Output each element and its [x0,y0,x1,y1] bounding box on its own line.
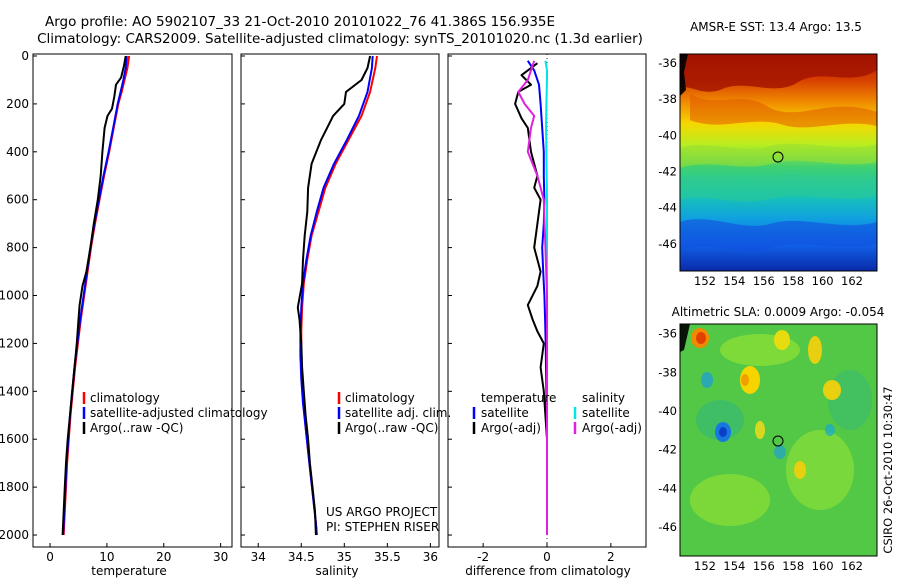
sst-map-x-tick-label: 162 [841,274,863,288]
depth-y-tick-label: 400 [6,145,29,159]
salinity-x-tick-label: 34 [251,550,266,564]
difference-series-temperature-argo-adj [514,62,548,535]
temperature-series-argo-raw-qc [61,55,127,536]
salinity-axis-label: salinity [315,564,358,578]
temperature-x-tick-label: 10 [99,550,114,564]
depth-y-tick-label: 1200 [0,336,29,350]
salinity-x-tick-label: 35 [337,550,352,564]
sst-map-y-tick-label: -36 [658,56,677,70]
sst-map-y-tick-label: -40 [658,128,677,142]
sst-map-frame [679,53,878,272]
sst-map-y-tick-label: -42 [658,165,677,179]
salinity-series-satellite-adj-clim [299,55,374,536]
depth-y-tick-label: 200 [6,97,29,111]
legend-label-argo: Argo(..raw -QC) [345,421,438,435]
sst-map-image [680,54,877,271]
project-credit-line2: PI: STEPHEN RISER [326,520,439,534]
legend-label-argo: Argo(..raw -QC) [90,421,183,435]
depth-y-tick-label: 800 [6,241,29,255]
legend-header-temperature: temperature [481,391,556,405]
sst-map-x-tick-label: 160 [812,274,834,288]
sla-map-y-tick-label: -46 [658,520,677,534]
figure-title-line2: Climatology: CARS2009. Satellite-adjuste… [37,31,643,47]
sla-map-y-tick-label: -36 [658,327,677,341]
temperature-series-satellite-adjusted-climatology [62,55,128,536]
difference-axis-label: difference from climatology [465,564,631,578]
sla-map-x-tick-label: 162 [841,559,863,573]
sst-map-y-tick-label: -46 [658,237,677,251]
depth-y-tick-label: 1400 [0,384,29,398]
sst-map-y-tick-label: -44 [658,201,677,215]
difference-x-tick-label: 0 [543,550,551,564]
legend-label-temp-argo: Argo(-adj) [481,421,541,435]
sla-map-y-tick-label: -40 [658,404,677,418]
legend-label-climatology: climatology [90,391,160,405]
legend-label-satellite: satellite adj. clim. [345,406,451,420]
salinity-x-tick-label: 35.5 [374,550,401,564]
sla-argo-location-marker [772,435,784,447]
project-credit-line1: US ARGO PROJECT [326,505,438,519]
temperature-axis-label: temperature [91,564,166,578]
legend-header-salinity: salinity [582,391,625,405]
temperature-x-tick-label: 30 [213,550,228,564]
sla-map-y-tick-label: -42 [658,443,677,457]
temperature-panel-frame [32,53,233,548]
temperature-series-climatology [62,55,131,536]
depth-y-tick-label: 600 [6,193,29,207]
salinity-series-argo-raw-qc [296,55,372,536]
depth-y-tick-label: 1800 [0,480,29,494]
sla-map-title: Altimetric SLA: 0.0009 Argo: -0.054 [672,305,885,319]
side-timestamp-label: CSIRO 26-Oct-2010 10:30:47 [881,386,895,553]
difference-x-tick-label: 2 [607,550,615,564]
temperature-x-tick-label: 20 [156,550,171,564]
difference-series-salinity-argo-adj [517,60,548,535]
sla-map-x-tick-label: 158 [782,559,804,573]
sla-map-y-tick-label: -44 [658,481,677,495]
sla-map-x-tick-label: 156 [753,559,775,573]
sla-map-x-tick-label: 152 [694,559,716,573]
sst-map-x-tick-label: 152 [694,274,716,288]
legend-label-sal-satellite: satellite [582,406,630,420]
salinity-panel-frame [240,53,440,548]
sst-map-y-tick-label: -38 [658,92,677,106]
difference-x-tick-label: -2 [477,550,489,564]
salinity-legend: climatology satellite adj. clim. Argo(..… [337,391,451,435]
salinity-x-tick-label: 34.5 [288,550,315,564]
temperature-x-tick-label: 0 [46,550,54,564]
sla-map-y-tick-label: -38 [658,365,677,379]
sla-map-x-tick-label: 154 [723,559,745,573]
depth-y-tick-label: 2000 [0,528,29,542]
legend-label-sal-argo: Argo(-adj) [582,421,642,435]
sst-argo-location-marker [772,151,784,163]
salinity-x-tick-label: 36 [423,550,438,564]
sst-map-title: AMSR-E SST: 13.4 Argo: 13.5 [690,20,862,34]
sla-map-frame [679,323,878,557]
sst-map-x-tick-label: 154 [723,274,745,288]
depth-y-tick-label: 0 [21,49,29,63]
sst-map-x-tick-label: 158 [782,274,804,288]
sla-map-x-tick-label: 160 [812,559,834,573]
legend-label-satellite: satellite-adjusted climatology [90,406,268,420]
sst-map-x-tick-label: 156 [753,274,775,288]
salinity-series-climatology [300,55,378,536]
figure-title-line1: Argo profile: AO 5902107_33 21-Oct-2010 … [45,14,555,30]
difference-legend: temperature satellite Argo(-adj) salinit… [472,391,642,435]
temperature-legend: climatology satellite-adjusted climatolo… [82,391,268,435]
depth-y-tick-label: 1600 [0,432,29,446]
depth-y-tick-label: 1000 [0,289,29,303]
sla-map-image [680,324,877,556]
legend-label-temp-satellite: satellite [481,406,529,420]
legend-label-climatology: climatology [345,391,415,405]
